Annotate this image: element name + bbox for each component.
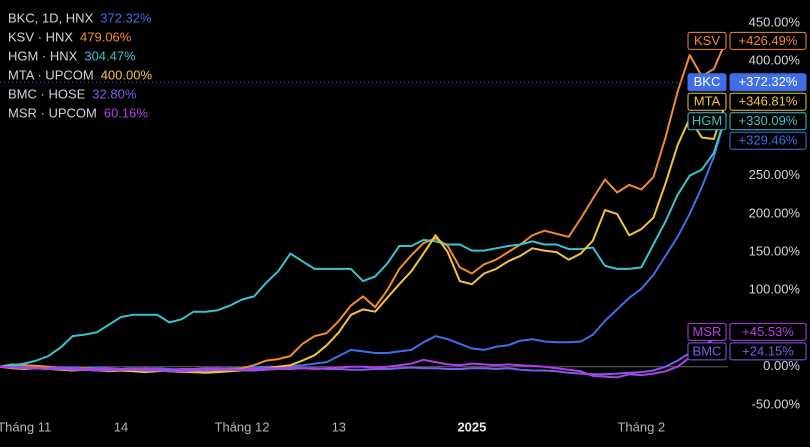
legend-value: 479.06% xyxy=(80,29,132,44)
badge-name-box xyxy=(687,112,727,131)
y-tick-label: 150.00% xyxy=(749,244,801,259)
badge-value-box xyxy=(729,131,807,150)
badge-value-box xyxy=(729,342,807,361)
legend-name: KSV · HNX xyxy=(8,29,73,44)
badge-value-box xyxy=(729,31,807,50)
y-tick-label: 400.00% xyxy=(749,53,801,68)
y-tick-label: 0.00% xyxy=(763,358,800,373)
badge-name: BMC xyxy=(693,343,722,358)
badge-value-box xyxy=(729,112,807,131)
price-badge: BKC +372.32% xyxy=(0,73,807,92)
badge-name-box xyxy=(687,342,727,361)
x-tick-label: Tháng 12 xyxy=(215,419,270,434)
badge-value: +426.49% xyxy=(739,33,798,48)
y-tick-label: -50.00% xyxy=(752,396,801,411)
badge-name-box xyxy=(687,92,727,111)
legend-name: HGM · HNX xyxy=(8,48,78,63)
x-tick-label: Tháng 2 xyxy=(617,419,665,434)
legend-name: BKC, 1D, HNX xyxy=(8,10,94,25)
badge-name-box xyxy=(687,31,727,50)
legend-value: 304.47% xyxy=(84,48,136,63)
y-tick-label: 100.00% xyxy=(749,282,801,297)
badge-name-box xyxy=(687,322,727,341)
price-badge: MTA +346.81% xyxy=(687,92,807,111)
badge-name-box xyxy=(687,73,727,92)
price-badge: +329.46% xyxy=(729,131,807,150)
legend-name: MSR · UPCOM xyxy=(8,105,97,120)
badge-name: KSV xyxy=(694,33,720,48)
y-tick-label: 250.00% xyxy=(749,167,801,182)
badge-value: +372.32% xyxy=(739,74,798,89)
x-tick-label: Tháng 11 xyxy=(0,419,51,434)
legend-name: BMC · HOSE xyxy=(8,86,86,101)
price-badge: MSR +45.53% xyxy=(687,322,807,341)
badge-value: +24.15% xyxy=(742,343,794,358)
y-tick-label: 200.00% xyxy=(749,205,801,220)
badge-value: +330.09% xyxy=(739,113,798,128)
badge-value: +346.81% xyxy=(739,94,798,109)
badge-value: +45.53% xyxy=(742,324,794,339)
price-badge: KSV +426.49% xyxy=(687,31,807,50)
badge-name: MSR xyxy=(693,324,722,339)
badge-name: MTA xyxy=(694,94,721,109)
legend-name: MTA · UPCOM xyxy=(8,67,94,82)
badge-name: BKC xyxy=(694,74,721,89)
legend-value: 32.80% xyxy=(92,86,137,101)
legend-value: 60.16% xyxy=(104,105,149,120)
x-tick-label: 14 xyxy=(114,419,128,434)
x-tick-label: 13 xyxy=(332,419,346,434)
badge-value: +329.46% xyxy=(739,133,798,148)
series-line xyxy=(0,114,727,368)
price-badge: HGM +330.09% xyxy=(687,112,807,131)
badge-name: HGM xyxy=(692,113,722,128)
badge-value-box xyxy=(729,92,807,111)
badge-value-box xyxy=(729,73,807,92)
legend-value: 400.00% xyxy=(101,67,153,82)
series-line xyxy=(0,331,727,379)
badge-value-box xyxy=(729,322,807,341)
x-tick-label: 2025 xyxy=(457,419,486,434)
price-badge: BMC +24.15% xyxy=(687,342,807,361)
legend-value: 372.32% xyxy=(100,10,152,25)
y-tick-label: 450.00% xyxy=(749,14,801,29)
